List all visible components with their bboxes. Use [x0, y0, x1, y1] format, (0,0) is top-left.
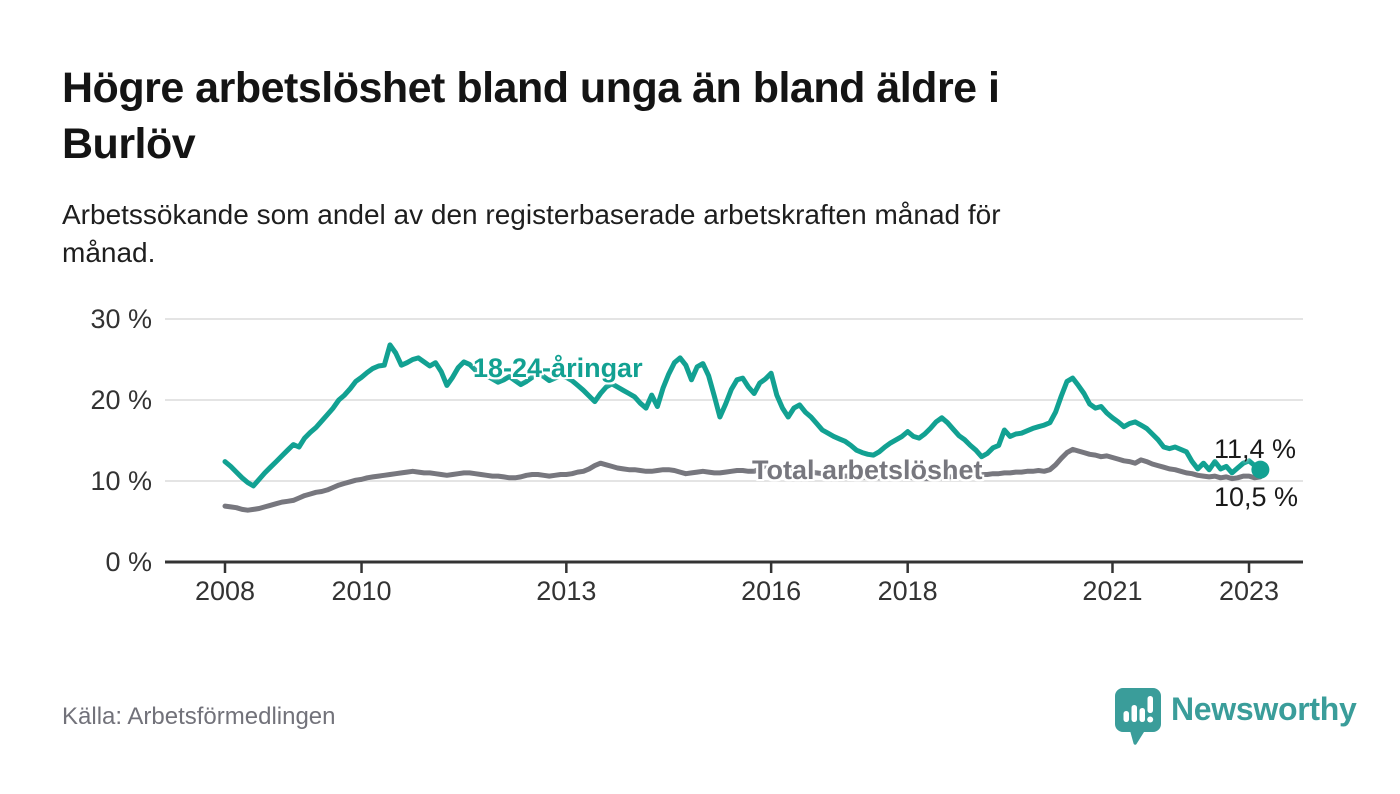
end-value-label-youth: 11,4 %	[1214, 434, 1297, 464]
page-subtitle-line-2: månad.	[62, 237, 156, 268]
x-axis-tick-label: 2023	[1218, 576, 1280, 606]
youth-series-line	[222, 342, 1263, 489]
x-axis-tick-label: 2013	[536, 576, 597, 606]
gridlines-group	[165, 318, 1303, 482]
page-subtitle: Arbetssökande som andel av den registerb…	[62, 196, 1342, 272]
x-axis-group	[165, 560, 1303, 573]
x-axis-tick-label: 2018	[877, 576, 938, 606]
series-end-dot	[1251, 460, 1270, 479]
x-axis-tick-label: 2010	[331, 576, 392, 606]
page-title-line-2: Burlöv	[62, 120, 196, 168]
end-value-label-total: 10,5 %	[1214, 482, 1299, 512]
page-subtitle-line-1: Arbetssökande som andel av den registerb…	[62, 199, 1001, 230]
total-series-line	[222, 446, 1263, 513]
page-title: Högre arbetslöshet bland unga än bland ä…	[62, 60, 1342, 172]
page-title-line-1: Högre arbetslöshet bland unga än bland ä…	[62, 64, 1000, 112]
series-label-total: Total arbetslöshet	[752, 455, 983, 485]
series-lines-group	[222, 342, 1270, 513]
y-axis-tick-label: 30 %	[90, 304, 152, 334]
y-axis-tick-label: 0 %	[105, 547, 152, 577]
y-axis-tick-label: 10 %	[90, 466, 152, 496]
x-axis-tick-label: 2016	[741, 576, 802, 606]
newsworthy-logo-icon	[1115, 688, 1161, 745]
newsworthy-brand: Newsworthy	[1115, 688, 1357, 748]
brand-name: Newsworthy	[1171, 691, 1357, 727]
source-credit: Källa: Arbetsförmedlingen	[62, 703, 336, 730]
x-axis-tick-label: 2008	[194, 576, 256, 606]
series-label-youth: 18-24-åringar	[473, 353, 643, 383]
y-axis-tick-label: 20 %	[90, 385, 152, 415]
x-axis-tick-label: 2021	[1082, 576, 1143, 606]
